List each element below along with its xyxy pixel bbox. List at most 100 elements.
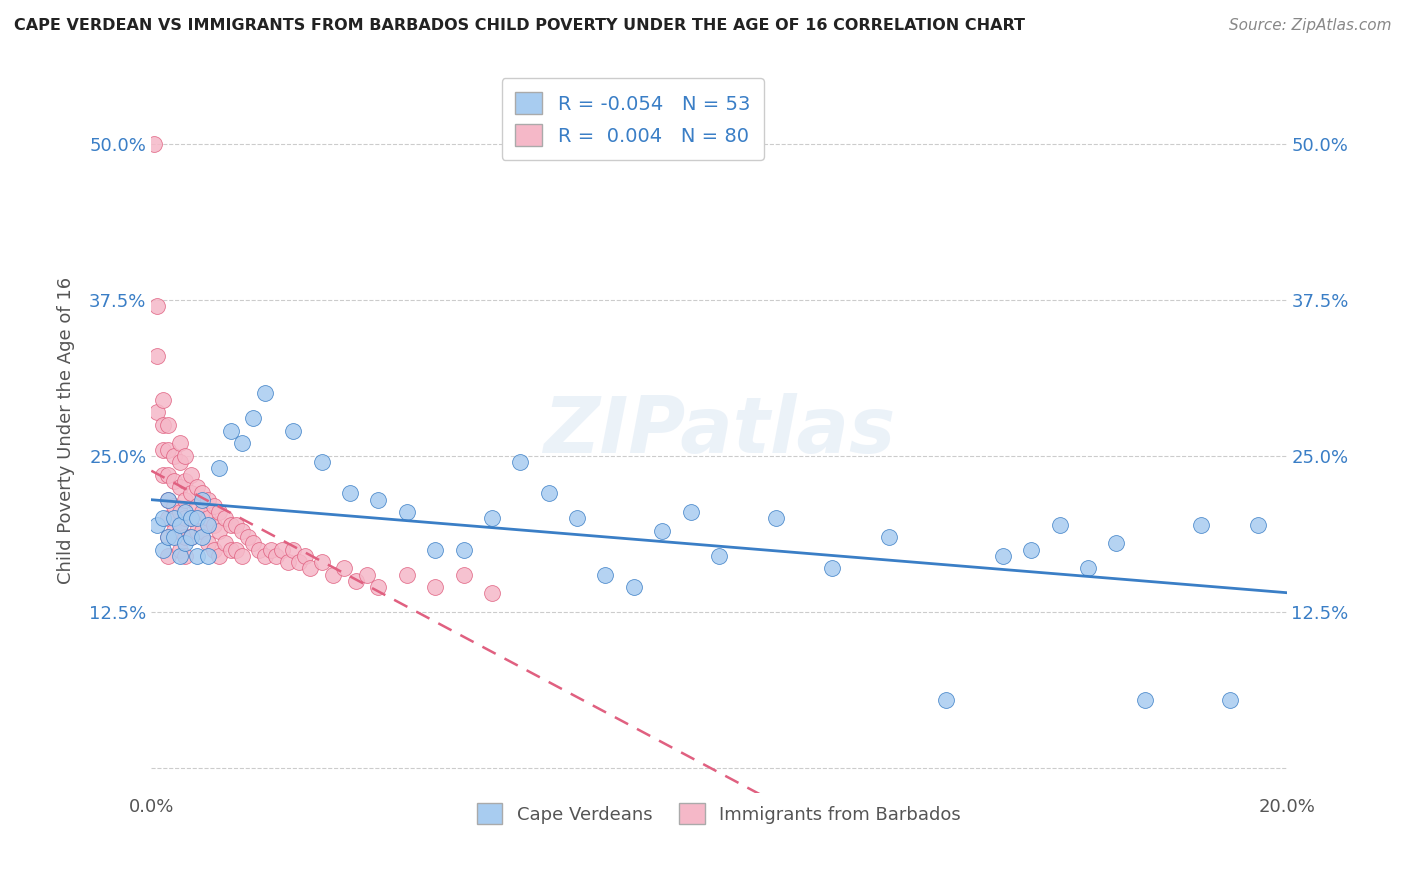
Point — [180, 511, 202, 525]
Point — [367, 492, 389, 507]
Point — [1247, 517, 1270, 532]
Point — [146, 349, 169, 363]
Point — [197, 492, 219, 507]
Point — [344, 574, 367, 588]
Point — [152, 417, 174, 432]
Point — [169, 505, 191, 519]
Point — [537, 486, 560, 500]
Point — [163, 530, 186, 544]
Point — [169, 549, 191, 563]
Point — [152, 442, 174, 457]
Point — [174, 492, 197, 507]
Point — [157, 549, 180, 563]
Point — [707, 549, 730, 563]
Point — [174, 530, 197, 544]
Point — [236, 530, 259, 544]
Point — [283, 542, 305, 557]
Point — [395, 505, 418, 519]
Point — [242, 411, 264, 425]
Point — [202, 517, 225, 532]
Point — [231, 549, 253, 563]
Point — [1133, 692, 1156, 706]
Point — [163, 511, 186, 525]
Point — [395, 567, 418, 582]
Point — [157, 442, 180, 457]
Point — [1191, 517, 1213, 532]
Point — [877, 530, 900, 544]
Point — [509, 455, 531, 469]
Point — [157, 492, 180, 507]
Point — [163, 524, 186, 538]
Point — [152, 392, 174, 407]
Point — [225, 517, 247, 532]
Y-axis label: Child Poverty Under the Age of 16: Child Poverty Under the Age of 16 — [58, 277, 75, 584]
Point — [191, 505, 214, 519]
Point — [197, 536, 219, 550]
Point — [174, 549, 197, 563]
Point — [174, 536, 197, 550]
Point — [180, 467, 202, 482]
Point — [219, 424, 242, 438]
Point — [174, 449, 197, 463]
Point — [219, 517, 242, 532]
Point — [152, 511, 174, 525]
Point — [311, 455, 333, 469]
Point — [157, 530, 180, 544]
Point — [242, 536, 264, 550]
Point — [157, 511, 180, 525]
Point — [214, 511, 236, 525]
Point — [191, 524, 214, 538]
Point — [169, 524, 191, 538]
Point — [146, 299, 169, 313]
Point — [259, 542, 281, 557]
Point — [339, 486, 361, 500]
Point — [333, 561, 356, 575]
Point — [623, 580, 645, 594]
Point — [157, 492, 180, 507]
Text: Source: ZipAtlas.com: Source: ZipAtlas.com — [1229, 18, 1392, 33]
Point — [651, 524, 673, 538]
Point — [174, 511, 197, 525]
Point — [143, 136, 166, 151]
Point — [169, 542, 191, 557]
Point — [322, 567, 344, 582]
Point — [453, 542, 475, 557]
Point — [453, 567, 475, 582]
Point — [1105, 536, 1128, 550]
Point — [180, 530, 202, 544]
Point — [208, 461, 231, 475]
Point — [169, 517, 191, 532]
Point — [264, 549, 287, 563]
Point — [152, 542, 174, 557]
Point — [765, 511, 787, 525]
Point — [191, 486, 214, 500]
Point — [991, 549, 1014, 563]
Point — [146, 405, 169, 419]
Point — [423, 580, 446, 594]
Point — [169, 436, 191, 450]
Point — [169, 480, 191, 494]
Text: CAPE VERDEAN VS IMMIGRANTS FROM BARBADOS CHILD POVERTY UNDER THE AGE OF 16 CORRE: CAPE VERDEAN VS IMMIGRANTS FROM BARBADOS… — [14, 18, 1025, 33]
Point — [481, 511, 503, 525]
Point — [231, 524, 253, 538]
Point — [423, 542, 446, 557]
Point — [157, 467, 180, 482]
Point — [225, 542, 247, 557]
Point — [174, 474, 197, 488]
Point — [935, 692, 957, 706]
Point — [202, 542, 225, 557]
Point — [219, 542, 242, 557]
Point — [180, 530, 202, 544]
Point — [186, 480, 208, 494]
Point — [1219, 692, 1241, 706]
Legend: Cape Verdeans, Immigrants from Barbados: Cape Verdeans, Immigrants from Barbados — [467, 792, 972, 835]
Point — [197, 549, 219, 563]
Point — [214, 536, 236, 550]
Point — [191, 530, 214, 544]
Point — [294, 549, 316, 563]
Point — [277, 555, 299, 569]
Point — [356, 567, 378, 582]
Point — [186, 499, 208, 513]
Point — [191, 492, 214, 507]
Point — [169, 455, 191, 469]
